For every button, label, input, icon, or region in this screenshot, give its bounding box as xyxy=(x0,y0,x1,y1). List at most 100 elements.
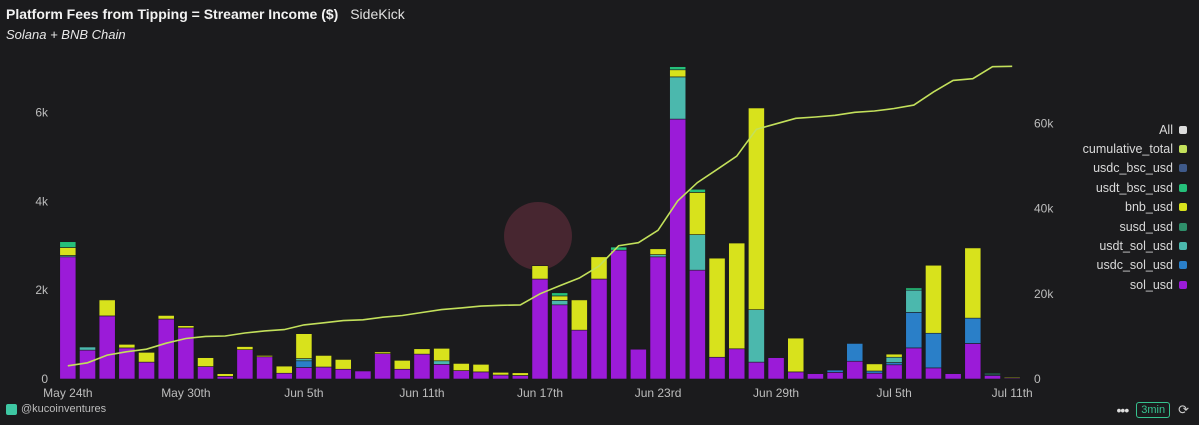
bar-segment-usdc-sol-usd xyxy=(846,343,864,362)
y-left-tick-label: 4k xyxy=(35,194,49,208)
y-left-tick-label: 2k xyxy=(35,283,49,297)
bar-segment-sol-usd xyxy=(236,349,254,380)
bar-segment-sol-usd xyxy=(393,368,411,380)
bar-segment-sol-usd xyxy=(197,366,214,380)
x-tick-label: Jul 11th xyxy=(992,386,1033,400)
bar-segment-sol-usd xyxy=(649,256,667,380)
bar-segment-bnb-usd xyxy=(138,352,155,363)
legend-label: usdc_sol_usd xyxy=(1096,258,1173,273)
bar-segment-bnb-usd xyxy=(669,69,687,78)
legend-label: usdc_bsc_usd xyxy=(1093,161,1173,176)
y-right-tick-label: 0 xyxy=(1034,372,1041,386)
bar-segment-sol-usd xyxy=(807,373,824,380)
bar-segment-usdt-sol-usd xyxy=(79,346,96,351)
x-tick-label: Jun 23rd xyxy=(635,386,682,400)
legend-item-susd-usd[interactable]: susd_usd xyxy=(1057,217,1187,236)
bar-segment-usdc-sol-usd xyxy=(885,362,903,366)
bar-segment-bnb-usd xyxy=(177,325,195,329)
bar-segment-bnb-usd xyxy=(748,107,765,310)
bar-segment-usdt-sol-usd xyxy=(669,76,687,120)
bar-segment-usdc-sol-usd xyxy=(925,332,942,369)
bar-segment-bnb-usd xyxy=(570,299,588,331)
bar-segment-sol-usd xyxy=(256,356,273,380)
more-dots-icon[interactable]: ••• xyxy=(1116,402,1130,418)
bar-segment-sol-usd xyxy=(610,249,628,380)
bar-segment-sol-usd xyxy=(787,371,805,380)
legend-swatch-all xyxy=(1179,125,1187,134)
bar-segment-sol-usd xyxy=(630,348,647,380)
bar-segment-bnb-usd xyxy=(236,346,254,350)
bar-segment-sol-usd xyxy=(984,375,1001,380)
bar-segment-bnb-usd xyxy=(728,242,746,350)
bar-segment-bnb-usd xyxy=(118,344,136,349)
bar-segment-sol-usd xyxy=(492,374,510,380)
legend-item-usdc-sol-usd[interactable]: usdc_sol_usd xyxy=(1057,256,1187,275)
bar-segment-bnb-usd xyxy=(787,337,805,373)
bar-segment-bnb-usd xyxy=(964,247,982,319)
bar-segment-bnb-usd xyxy=(157,315,175,320)
y-right-tick-label: 60k xyxy=(1034,116,1054,130)
refresh-icon[interactable]: ⟳ xyxy=(1178,402,1189,417)
bar-segment-bnb-usd xyxy=(531,265,549,280)
bar-segment-bnb-usd xyxy=(334,359,352,370)
legend-item-usdc-bsc-usd[interactable]: usdc_bsc_usd xyxy=(1057,159,1187,178)
bar-segment-bnb-usd xyxy=(649,248,667,255)
attribution-text: @kucoinventures xyxy=(21,403,107,415)
bar-segment-sol-usd xyxy=(551,304,569,380)
y-left-tick-label: 0 xyxy=(41,372,48,386)
chart-title: Platform Fees from Tipping = Streamer In… xyxy=(6,6,339,22)
bar-segment-sol-usd xyxy=(98,315,116,380)
bar-segment-bnb-usd xyxy=(866,363,883,372)
y-right-tick-label: 40k xyxy=(1034,202,1054,216)
kucoin-logo-icon xyxy=(6,403,17,415)
legend-label-all: All xyxy=(1159,122,1173,137)
bar-segment-sol-usd xyxy=(374,353,391,380)
y-left-tick-label: 6k xyxy=(35,105,49,119)
bar-segment-bnb-usd xyxy=(315,355,332,368)
bar-segment-bnb-usd xyxy=(197,357,214,367)
bar-segment-bnb-usd xyxy=(98,299,116,317)
legend-item-all[interactable]: All xyxy=(1057,120,1187,139)
bar-segment-bnb-usd xyxy=(413,348,431,355)
bar-segment-usdc-sol-usd xyxy=(905,312,923,349)
bar-segment-usdt-bsc-usd xyxy=(551,292,569,297)
legend-swatch xyxy=(1179,280,1187,289)
bar-segment-bnb-usd xyxy=(551,295,569,301)
bar-segment-sol-usd xyxy=(472,371,490,380)
bar-segment-sol-usd xyxy=(669,118,687,380)
legend-label: susd_usd xyxy=(1119,219,1173,234)
legend-item-sol-usd[interactable]: sol_usd xyxy=(1057,275,1187,294)
legend-label: usdt_bsc_usd xyxy=(1095,180,1173,195)
legend-item-usdt-sol-usd[interactable]: usdt_sol_usd xyxy=(1057,236,1187,255)
legend-label: cumulative_total xyxy=(1082,142,1173,157)
bar-segment-sol-usd xyxy=(216,376,234,380)
x-tick-label: Jul 5th xyxy=(876,386,911,400)
bar-segment-bnb-usd xyxy=(433,348,450,362)
bar-segment-sol-usd xyxy=(689,269,706,380)
refresh-time-badge[interactable]: 3min xyxy=(1136,402,1171,418)
bar-segment-sol-usd xyxy=(728,348,746,380)
legend-item-usdt-bsc-usd[interactable]: usdt_bsc_usd xyxy=(1057,178,1187,197)
legend-swatch xyxy=(1179,145,1187,154)
legend-item-cumulative-total[interactable]: cumulative_total xyxy=(1057,139,1187,158)
bar-segment-sol-usd xyxy=(295,367,313,380)
bar-segment-bnb-usd xyxy=(216,373,234,377)
bar-segment-usdt-sol-usd xyxy=(689,234,706,271)
bar-segment-usdt-bsc-usd xyxy=(669,66,687,71)
bar-segment-sol-usd xyxy=(767,357,785,380)
bar-segment-sol-usd xyxy=(177,327,195,380)
legend-swatch xyxy=(1179,242,1187,251)
app-name: SideKick xyxy=(350,6,405,22)
bar-segment-usdc-sol-usd xyxy=(964,317,982,344)
bar-segment-sol-usd xyxy=(905,347,923,380)
bar-segment-bnb-usd xyxy=(275,365,293,374)
chart-header: Platform Fees from Tipping = Streamer In… xyxy=(6,6,405,22)
bar-segment-usdt-bsc-usd xyxy=(59,241,77,248)
bar-segment-sol-usd xyxy=(157,318,175,380)
bar-segment-usdt-bsc-usd xyxy=(689,188,706,193)
legend-item-bnb-usd[interactable]: bnb_usd xyxy=(1057,198,1187,217)
chart-subtitle: Solana + BNB Chain xyxy=(6,27,126,42)
bar-segment-sol-usd xyxy=(925,367,942,380)
bar-segment-sol-usd xyxy=(944,373,962,380)
